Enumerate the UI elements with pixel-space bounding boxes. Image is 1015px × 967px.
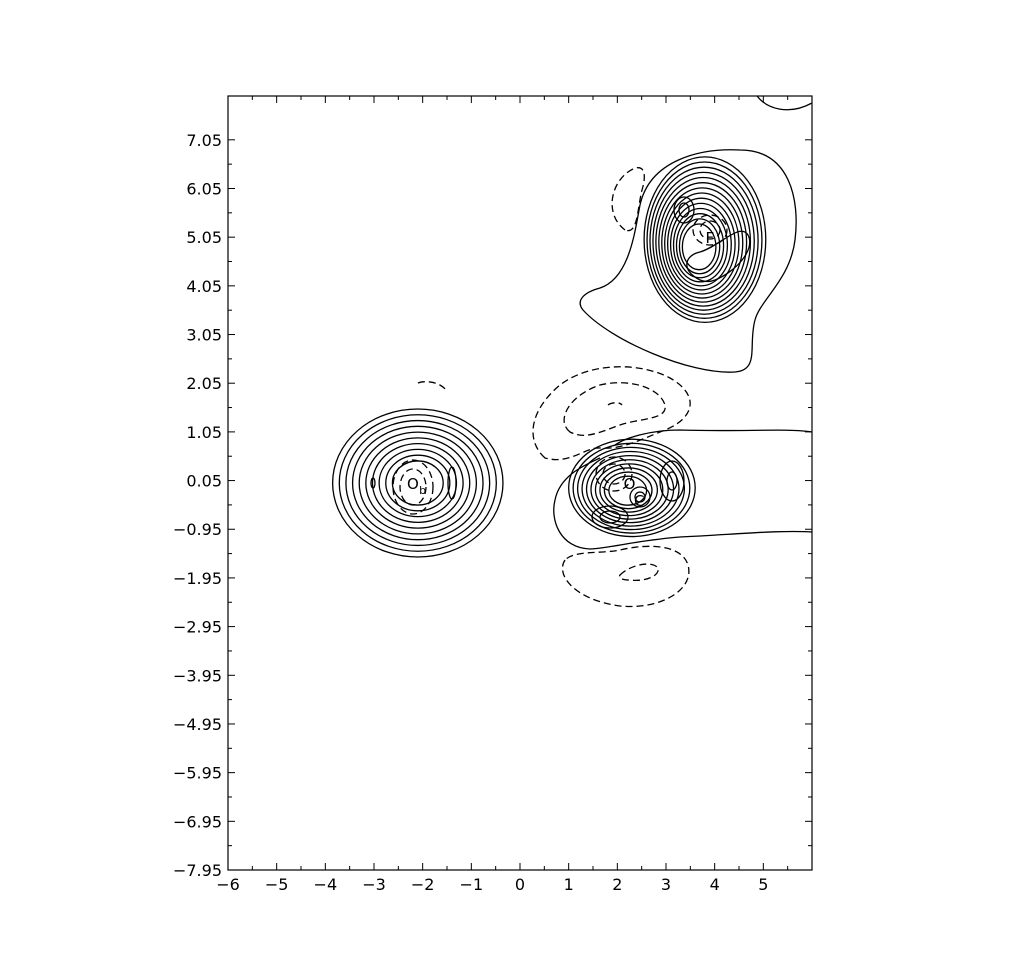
fluorine-contours [643, 156, 767, 324]
fluorine-contour [649, 166, 759, 315]
fluorine-inner-contour [686, 230, 751, 283]
carbonyl-contour [603, 471, 653, 510]
carbonyl-contour [594, 463, 664, 517]
oxygen-side-lobe [370, 477, 376, 489]
carbonyl-lobe-contour [634, 491, 646, 503]
oxygen-left-contour [338, 414, 497, 552]
atom-label: C [634, 492, 644, 510]
x-tick-label: 5 [758, 875, 768, 894]
oxygen-left-contour [331, 408, 504, 558]
fluorine-lobe-contour [678, 202, 690, 218]
y-tick-label: −2.95 [173, 618, 222, 637]
negative-lobe-contour [417, 381, 447, 391]
fluorine-contour [675, 213, 725, 279]
y-axis: 7.05 6.05 5.05 4.05 3.05 2.05 1.05 0.05 −0.95 −1.… [173, 131, 812, 880]
x-tick-label: −5 [265, 875, 289, 894]
negative-lobe-contour [561, 545, 690, 608]
negative-lobe-contour [611, 167, 645, 232]
atom-label: O [624, 475, 636, 493]
carbonyl-core-contour [602, 463, 626, 485]
y-tick-label: −0.95 [173, 520, 222, 539]
x-tick-label: 2 [612, 875, 622, 894]
oxygen-left-contour [351, 425, 484, 541]
atom-label: O [407, 475, 419, 493]
fluorine-contour [666, 197, 736, 291]
y-tick-label: 3.05 [186, 326, 222, 345]
fluorine-core-contour [692, 214, 728, 246]
fluorine-contour [664, 192, 740, 295]
x-tick-label: 3 [661, 875, 671, 894]
carbonyl-contour [568, 438, 696, 538]
plot-frame [227, 95, 813, 871]
x-tick-label: −2 [411, 875, 435, 894]
carbonyl-lobe-contour [599, 510, 621, 524]
fluorine-contour [669, 202, 732, 287]
x-tick-label: 1 [564, 875, 574, 894]
carbonyl-lobe-contour [659, 460, 685, 502]
fluorine-contour [646, 161, 763, 319]
carbonyl-lobe-contour [666, 471, 678, 491]
contour-lines [331, 96, 812, 608]
y-tick-label: 4.05 [186, 277, 222, 296]
y-tick-label: −7.95 [173, 861, 222, 880]
y-tick-label: 5.05 [186, 228, 222, 247]
x-tick-label: −6 [216, 875, 240, 894]
fluorine-outer-contour [579, 149, 797, 373]
fluorine-contour [643, 156, 767, 324]
carbonyl-core-contour [595, 456, 633, 492]
fluorine-lobe-contour [673, 196, 695, 224]
oxygen-core-contour [399, 468, 427, 506]
oxygen-side-lobe [447, 466, 457, 500]
x-axis: −6 −5 −4 −3 −2 −1 0 1 2 3 4 5 [216, 96, 789, 894]
carbonyl-lobe-contour [629, 486, 651, 508]
x-tick-label: 0 [515, 875, 525, 894]
oxygen-left-contour [358, 431, 478, 535]
oxygen-left-contour [385, 454, 451, 512]
y-tick-label: −1.95 [173, 569, 222, 588]
carbonyl-contour [576, 446, 686, 531]
oxygen-left-contour [365, 437, 471, 529]
plume-lower-contour [553, 457, 812, 550]
y-tick-label: −4.95 [173, 715, 222, 734]
oxygen-core-contour [392, 459, 434, 515]
fluorine-contour [678, 218, 721, 275]
carbonyl-contour [581, 450, 680, 527]
y-tick-label: 2.05 [186, 374, 222, 393]
x-tick-label: −4 [314, 875, 338, 894]
y-tick-label: 6.05 [186, 179, 222, 198]
fluorine-contour [661, 187, 744, 299]
oxygen-left-contour [371, 442, 464, 524]
y-tick-label: −6.95 [173, 812, 222, 831]
carbonyl-lobe-contour [591, 505, 629, 529]
plume-upper-contour [614, 429, 812, 446]
carbonyl-contour [608, 475, 648, 506]
y-tick-label: 1.05 [186, 423, 222, 442]
carbonyl-contour [590, 459, 669, 520]
carbonyl-contour [599, 467, 659, 513]
y-tick-label: 0.05 [186, 472, 222, 491]
fluorine-contour [681, 223, 717, 271]
y-tick-label: −5.95 [173, 764, 222, 783]
negative-lobe-contour [563, 382, 666, 436]
corner-contour [756, 96, 812, 111]
y-tick-label: −3.95 [173, 666, 222, 685]
x-tick-label: −1 [460, 875, 484, 894]
negative-lobe-contour [618, 563, 659, 582]
fluorine-contour [672, 207, 729, 283]
x-tick-label: −3 [362, 875, 386, 894]
negative-lobe-contour [607, 402, 623, 406]
negative-lobe-contour [532, 366, 691, 461]
x-tick-label: 4 [710, 875, 720, 894]
fluorine-contour [658, 182, 748, 303]
oxygen-left-contour [345, 419, 491, 547]
fluorine-core-contour [699, 220, 721, 240]
atom-label: F [705, 229, 714, 247]
atom-sublabel: b [419, 484, 426, 497]
y-tick-label: 7.05 [186, 131, 222, 150]
fluorine-contour [652, 171, 755, 311]
